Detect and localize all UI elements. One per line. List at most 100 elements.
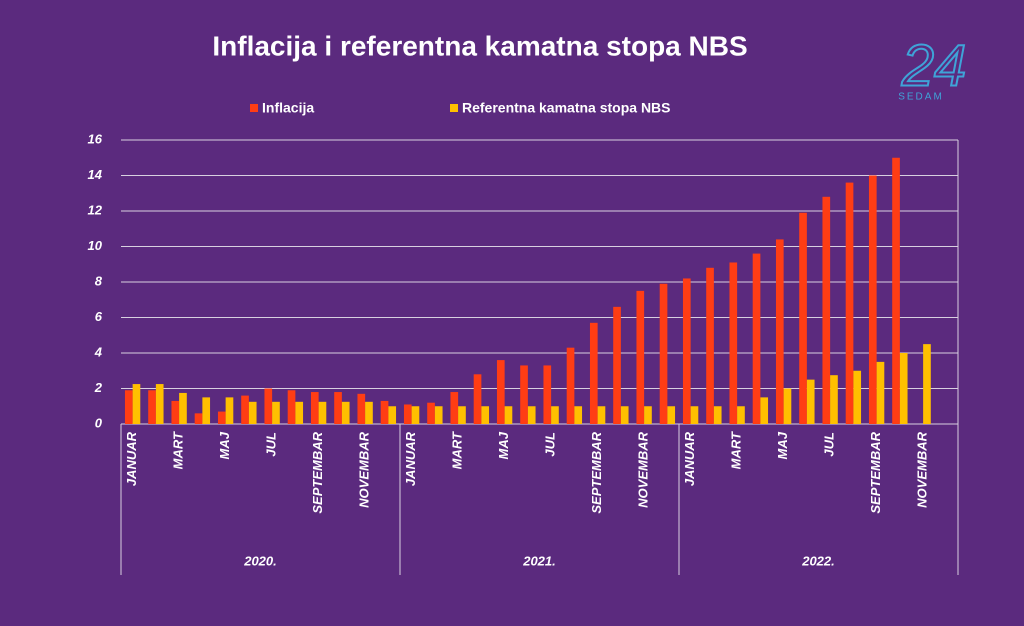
bar bbox=[295, 401, 304, 424]
x-tick-label: JANUAR bbox=[682, 431, 697, 486]
bar bbox=[380, 400, 389, 424]
bar bbox=[682, 278, 691, 424]
bar bbox=[287, 390, 296, 424]
bar bbox=[899, 353, 908, 424]
bar bbox=[822, 196, 831, 424]
bar bbox=[496, 360, 505, 424]
bar bbox=[783, 388, 792, 424]
bar bbox=[248, 401, 257, 424]
bar bbox=[620, 406, 629, 424]
x-tick-label: JUL bbox=[822, 432, 837, 457]
bar bbox=[574, 406, 583, 424]
x-tick-label: NOVEMBAR bbox=[357, 431, 372, 507]
bar bbox=[132, 384, 141, 424]
x-tick-label: JANUAR bbox=[403, 431, 418, 486]
logo-text: 24 bbox=[901, 33, 967, 98]
bar bbox=[427, 402, 435, 424]
bar bbox=[241, 395, 249, 424]
chart-title: Inflacija i referentna kamatna stopa NBS bbox=[212, 30, 747, 61]
x-tick-label: JANUAR bbox=[124, 431, 139, 486]
bar bbox=[644, 406, 652, 424]
bar bbox=[636, 290, 645, 424]
bar bbox=[225, 397, 234, 424]
y-tick-label: 8 bbox=[95, 273, 103, 288]
group-label: 2022. bbox=[801, 553, 835, 568]
x-tick-label: SEPTEMBAR bbox=[310, 431, 325, 513]
x-tick-label: MART bbox=[729, 431, 744, 469]
bar bbox=[806, 379, 815, 424]
bar bbox=[845, 182, 854, 424]
bar bbox=[760, 397, 769, 424]
y-tick-label: 12 bbox=[88, 202, 103, 217]
x-tick-label: NOVEMBAR bbox=[636, 431, 651, 507]
bar bbox=[403, 404, 412, 424]
x-tick-label: MAJ bbox=[217, 431, 232, 459]
bar bbox=[411, 406, 420, 424]
bar bbox=[450, 392, 459, 424]
bar bbox=[365, 401, 373, 424]
bar bbox=[388, 406, 397, 424]
bar bbox=[551, 406, 559, 424]
bar bbox=[706, 267, 714, 424]
x-tick-label: SEPTEMBAR bbox=[589, 431, 604, 513]
bar bbox=[179, 392, 187, 424]
bar bbox=[690, 406, 699, 424]
bar bbox=[171, 400, 180, 424]
bar bbox=[357, 393, 366, 424]
bar bbox=[194, 413, 203, 424]
bar bbox=[799, 212, 807, 424]
y-tick-label: 4 bbox=[94, 344, 103, 359]
group-label: 2021. bbox=[522, 553, 556, 568]
y-tick-label: 2 bbox=[94, 380, 103, 395]
bar bbox=[481, 406, 490, 424]
logo-subtext: SEDAM bbox=[898, 92, 944, 103]
bar bbox=[264, 388, 273, 424]
x-tick-label: MAJ bbox=[775, 431, 790, 459]
bar bbox=[434, 406, 443, 424]
legend-label: Referentna kamatna stopa NBS bbox=[462, 100, 671, 116]
bar bbox=[659, 283, 668, 424]
y-tick-label: 14 bbox=[88, 167, 103, 182]
group-label: 2020. bbox=[243, 553, 277, 568]
bar bbox=[868, 175, 877, 424]
bar bbox=[876, 361, 885, 424]
bar bbox=[775, 239, 784, 424]
bar bbox=[504, 406, 513, 424]
bar bbox=[892, 157, 900, 424]
legend-label: Inflacija bbox=[262, 100, 314, 116]
bar bbox=[473, 374, 482, 424]
bar bbox=[527, 406, 536, 424]
bar bbox=[310, 392, 319, 424]
bar bbox=[318, 401, 327, 424]
bar bbox=[543, 365, 552, 424]
bar bbox=[613, 306, 621, 424]
x-tick-label: MAJ bbox=[496, 431, 511, 459]
y-tick-label: 16 bbox=[88, 131, 103, 146]
bar bbox=[341, 401, 350, 424]
bar bbox=[597, 406, 606, 424]
x-tick-label: JUL bbox=[264, 432, 279, 457]
y-tick-label: 10 bbox=[88, 238, 103, 253]
bar bbox=[589, 322, 598, 424]
bar bbox=[667, 406, 676, 424]
bar bbox=[830, 375, 838, 424]
legend-swatch bbox=[450, 104, 458, 112]
bar bbox=[124, 390, 133, 424]
x-tick-label: JUL bbox=[543, 432, 558, 457]
x-tick-label: NOVEMBAR bbox=[915, 431, 930, 507]
bar bbox=[729, 262, 738, 424]
x-tick-label: MART bbox=[171, 431, 186, 469]
bar bbox=[752, 253, 761, 424]
bar bbox=[713, 406, 722, 424]
bar bbox=[520, 365, 528, 424]
bar bbox=[155, 384, 164, 424]
bar bbox=[458, 406, 466, 424]
bar bbox=[737, 406, 745, 424]
legend-swatch bbox=[250, 104, 258, 112]
bar bbox=[923, 344, 931, 424]
y-tick-label: 0 bbox=[95, 415, 103, 430]
bar bbox=[202, 397, 211, 424]
bar bbox=[272, 401, 280, 424]
bar bbox=[148, 390, 156, 424]
